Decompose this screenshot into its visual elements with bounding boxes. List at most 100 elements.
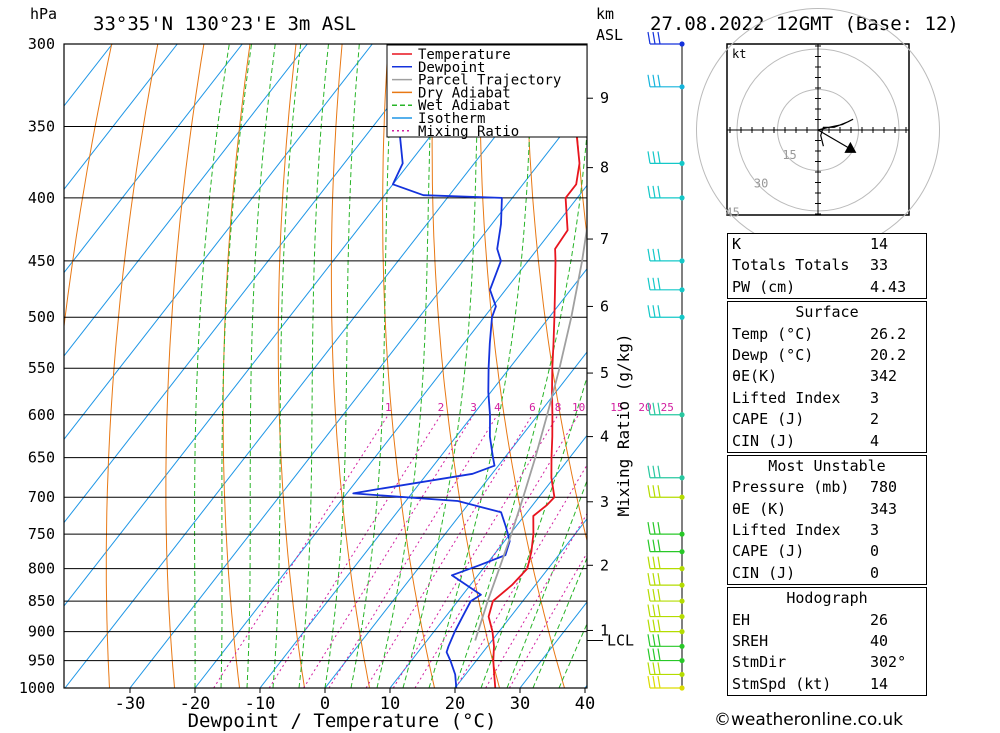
index-label: SREH <box>732 632 769 651</box>
index-label: CIN (J) <box>732 431 796 450</box>
isotherm-line <box>389 434 587 688</box>
mixing-ratio-label: 6 <box>529 401 536 414</box>
dewpoint-profile <box>352 44 511 688</box>
wind-barb <box>647 151 685 166</box>
dry-adiabat-line <box>105 44 159 688</box>
plot-frame <box>63 43 588 689</box>
index-row: Lifted Index 3 <box>728 388 926 409</box>
wind-barb <box>647 539 685 555</box>
index-row: Dewp (°C) 20.2 <box>728 345 926 366</box>
index-label: CAPE (J) <box>732 542 805 561</box>
pressure-tick-label: 550 <box>28 359 55 377</box>
temperature-tick-label: -30 <box>115 694 146 714</box>
temperature-profile <box>487 44 581 688</box>
height-tick-label: 2 <box>600 556 609 574</box>
storm-motion-vector <box>817 129 851 150</box>
wet-adiabat-line <box>246 44 276 688</box>
wind-barb <box>647 485 685 500</box>
wind-barb <box>647 619 685 635</box>
hodograph-unit: kt <box>732 47 746 61</box>
index-label: Lifted Index <box>732 521 841 540</box>
isotherm-line <box>64 44 243 274</box>
wet-adiabat-line <box>324 44 360 688</box>
index-value: 780 <box>870 478 898 497</box>
mixing-ratio-labels: 1 2 3 4 6 8 10 15 20 25 <box>385 401 674 414</box>
legend-label: Isotherm <box>418 111 485 127</box>
index-label: Pressure (mb) <box>732 478 850 497</box>
wind-barb <box>647 74 685 90</box>
height-axis: 1 2 3 4 5 6 7 8 9 LCL <box>587 89 634 649</box>
parcel-trajectory-profile <box>474 222 587 641</box>
wet-adiabat-line <box>376 44 435 688</box>
index-label: StmSpd (kt) <box>732 674 832 693</box>
km-label: km <box>596 5 614 23</box>
index-label: θE (K) <box>732 499 787 518</box>
mixing-ratio-line <box>455 464 587 688</box>
pressure-tick-label: 600 <box>28 406 55 424</box>
wet-adiabat-line <box>298 44 329 688</box>
wind-barb <box>647 634 685 649</box>
storm-motion-marker <box>844 141 857 153</box>
pressure-tick-label: 500 <box>28 308 55 326</box>
legend-label: Parcel Trajectory <box>418 73 561 89</box>
height-tick-label: 3 <box>600 493 609 511</box>
hodograph-indices-box: Hodograph EH 26 SREH 40 StmDir 302° StmSpd (kt… <box>727 587 927 697</box>
surface-box: Surface Temp (°C) 26.2 Dewp (°C) 20.2 θE(K) 3… <box>727 301 927 453</box>
pressure-tick-label: 950 <box>28 652 55 670</box>
index-row: CAPE (J) 2 <box>728 409 926 430</box>
mixing-ratio-label: 10 <box>572 401 585 414</box>
surface-title: Surface <box>795 303 859 322</box>
index-label: Lifted Index <box>732 388 841 407</box>
isotherm-line <box>259 267 587 688</box>
height-tick-label: 9 <box>600 89 609 107</box>
temperature-tick-labels: -30 -20 -10 0 10 20 30 40 <box>115 688 595 714</box>
index-row: EH 26 <box>728 610 926 631</box>
index-value: 0 <box>870 563 880 582</box>
index-row: CIN (J) 0 <box>728 563 926 584</box>
dry-adiabat-line <box>165 44 205 688</box>
pressure-tick-label: 1000 <box>19 679 55 697</box>
mixing-ratio-line <box>392 414 559 688</box>
index-label: PW (cm) <box>732 277 796 296</box>
pressure-tick-label: 700 <box>28 488 55 506</box>
index-row: PW (cm) 4.43 <box>728 277 926 298</box>
dry-adiabat-line <box>987 44 1000 688</box>
wind-barb <box>647 185 685 201</box>
credit-link[interactable]: ©weatheronline.co.uk <box>714 710 904 730</box>
isotherm-line <box>324 351 587 688</box>
valid-datetime: 27.08.2022 12GMT (Base: 12) <box>650 13 959 35</box>
wind-barb <box>647 588 685 604</box>
index-value: 40 <box>870 632 889 651</box>
temperature-tick-label: -20 <box>180 694 211 714</box>
mixing-ratio-label: 1 <box>385 401 392 414</box>
legend-box <box>386 44 588 138</box>
pressure-tick-label: 900 <box>28 623 55 641</box>
index-value: 302° <box>870 653 907 672</box>
hodograph-ring-label: 45 <box>725 205 739 219</box>
index-value: 342 <box>870 367 898 386</box>
index-value: 343 <box>870 499 898 518</box>
index-value: 26.2 <box>870 324 907 343</box>
wet-adiabat-line <box>194 44 230 688</box>
wet-adiabat-line <box>220 44 252 688</box>
mixing-ratio-label: 25 <box>661 401 674 414</box>
most-unstable-title: Most Unstable <box>768 456 886 475</box>
wind-barb <box>647 402 685 418</box>
index-row: Totals Totals 33 <box>728 255 926 276</box>
temperature-tick-label: 30 <box>510 694 530 714</box>
mixing-ratio-axis-title: Mixing Ratio (g/kg) <box>614 333 633 516</box>
wind-barb <box>647 648 685 664</box>
index-value: 20.2 <box>870 345 907 364</box>
index-value: 14 <box>870 674 889 693</box>
legend-label: Mixing Ratio <box>418 124 519 140</box>
lcl-label: LCL <box>607 631 634 649</box>
pressure-tick-label: 750 <box>28 525 55 543</box>
temperature-tick-label: 0 <box>320 694 330 714</box>
wind-barb <box>647 31 685 47</box>
height-tick-label: 8 <box>600 159 609 177</box>
isotherm-line <box>129 101 587 688</box>
mixing-ratio-label: 8 <box>555 401 562 414</box>
legend-label: Dewpoint <box>418 60 485 76</box>
index-label: Temp (°C) <box>732 324 814 343</box>
